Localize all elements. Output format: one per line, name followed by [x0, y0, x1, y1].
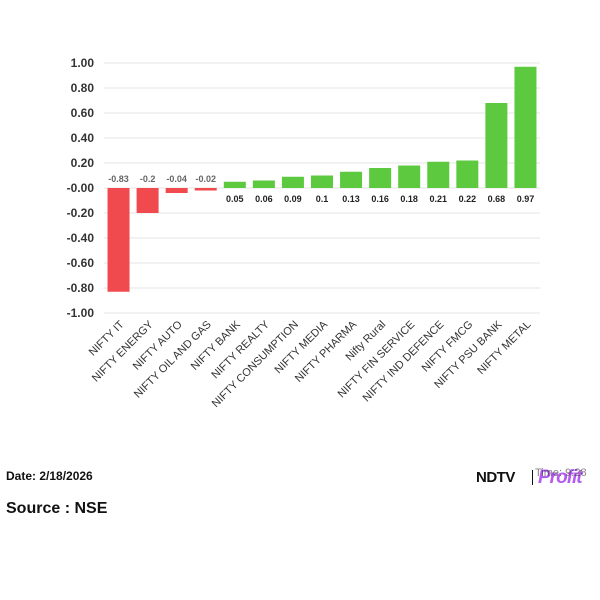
x-tick-label: NIFTY METAL — [475, 319, 533, 377]
bar — [281, 176, 304, 188]
bar-value-label: 0.13 — [342, 194, 360, 204]
bar-value-label: -0.2 — [140, 174, 156, 184]
bar — [252, 180, 275, 188]
y-axis-ticks: 1.00 0.80 0.60 0.40 0.20 -0.00 -0.20 -0.40 -0.60… — [67, 56, 95, 320]
bar-chart: 1.00 0.80 0.60 0.40 0.20 -0.00 -0.20 -0.40 -0.60… — [67, 56, 540, 410]
bar — [340, 171, 363, 188]
bar — [311, 175, 333, 188]
bars — [107, 66, 537, 292]
y-tick-label: 0.80 — [71, 81, 95, 95]
value-labels: -0.83 -0.2 -0.04 -0.02 0.05 0.06 0.09 0.1 0.13 0.… — [108, 174, 534, 204]
bar-value-label: 0.1 — [316, 194, 329, 204]
y-tick-label: 0.40 — [71, 131, 95, 145]
bar — [369, 168, 392, 188]
bar — [398, 165, 421, 188]
y-tick-label: 1.00 — [71, 56, 95, 70]
bar-value-label: -0.02 — [195, 174, 216, 184]
bar-value-label: -0.83 — [108, 174, 129, 184]
bar-value-label: 0.09 — [284, 194, 302, 204]
bar-value-label: 0.05 — [226, 194, 244, 204]
source-label: Source : NSE — [6, 500, 108, 517]
bar-value-label: 0.97 — [517, 194, 535, 204]
y-tick-label: -0.20 — [67, 206, 95, 220]
brand-logo: NDTV Profit — [476, 467, 598, 491]
bar — [223, 181, 246, 188]
y-tick-label: 0.20 — [71, 156, 95, 170]
bar-value-label: 0.18 — [400, 194, 418, 204]
y-tick-label: -1.00 — [67, 306, 95, 320]
time-label: Time: 9:28 — [535, 467, 587, 479]
bar — [427, 161, 450, 188]
bar-value-label: 0.06 — [255, 194, 273, 204]
bar — [136, 188, 159, 213]
ndtv-logo-text: NDTV — [476, 469, 515, 486]
bar — [514, 66, 537, 188]
y-tick-label: -0.80 — [67, 281, 95, 295]
bar — [456, 160, 479, 188]
bar — [165, 188, 188, 193]
y-tick-label: -0.00 — [67, 181, 95, 195]
y-tick-label: 0.60 — [71, 106, 95, 120]
date-label: Date: 2/18/2026 — [6, 469, 93, 483]
bar-value-label: 0.22 — [459, 194, 477, 204]
y-tick-label: -0.40 — [67, 231, 95, 245]
bar-value-label: -0.04 — [166, 174, 187, 184]
bar-value-label: 0.21 — [430, 194, 448, 204]
bar — [107, 188, 130, 292]
y-tick-label: -0.60 — [67, 256, 95, 270]
logo-divider — [532, 470, 533, 485]
bar — [194, 188, 217, 191]
profit-logo-text: Profit — [538, 467, 583, 488]
bar — [485, 103, 508, 188]
bar-value-label: 0.68 — [488, 194, 506, 204]
bar-value-label: 0.16 — [371, 194, 389, 204]
